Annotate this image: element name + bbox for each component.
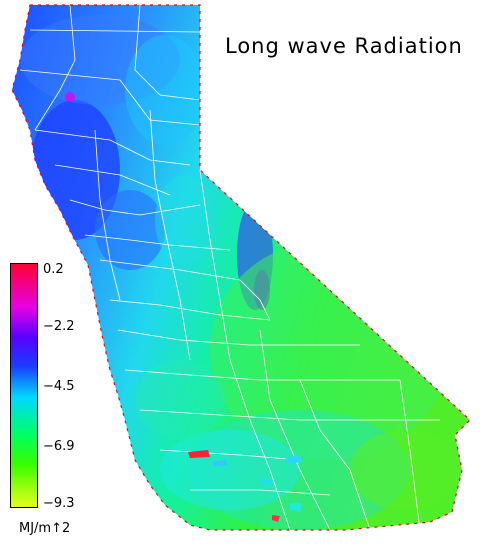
state-outline (11, 4, 471, 531)
county-boundaries (19, 5, 440, 530)
radiation-patterns (20, 15, 460, 530)
channel-islands (188, 450, 302, 522)
color-legend-bar (10, 263, 38, 508)
legend-tick-label: −4.5 (43, 379, 75, 394)
legend-units-label: MJ/m↑2 (19, 521, 71, 536)
legend-tick-label: −9.3 (43, 496, 75, 511)
legend-tick-label: 0.2 (43, 262, 64, 277)
map-title: Long wave Radiation (225, 34, 463, 58)
legend-tick-label: −2.2 (43, 319, 75, 334)
legend-tick-label: −6.9 (43, 439, 75, 454)
